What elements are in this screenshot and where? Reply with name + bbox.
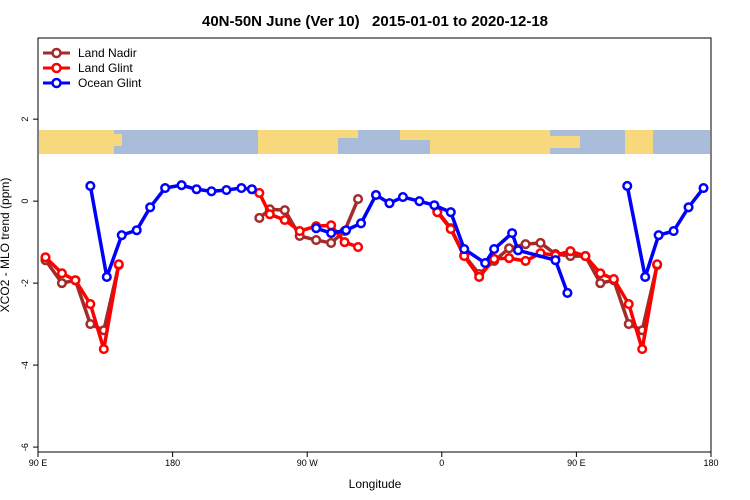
y-tick-label: 2: [20, 117, 30, 122]
data-point: [311, 235, 322, 246]
data-point: [279, 214, 290, 226]
data-point: [246, 184, 257, 195]
data-point: [206, 186, 217, 197]
x-tick-label: 180: [165, 458, 180, 468]
data-point: [85, 180, 96, 192]
data-point: [370, 189, 382, 201]
y-tick-label: 0: [20, 199, 30, 204]
x-tick-label: 90 E: [567, 458, 586, 468]
data-point: [459, 244, 470, 255]
data-point: [70, 275, 81, 286]
data-point: [504, 253, 515, 264]
legend-marker: [51, 47, 62, 59]
data-point: [236, 182, 247, 194]
data-point: [145, 202, 156, 213]
data-point: [176, 180, 187, 191]
data-point: [85, 298, 96, 310]
data-point: [480, 257, 491, 269]
data-point: [623, 298, 634, 310]
data-point: [355, 218, 367, 229]
data-point: [116, 230, 127, 241]
data-point: [40, 252, 51, 263]
data-point: [352, 194, 364, 205]
data-point: [326, 228, 337, 239]
data-point: [311, 223, 322, 234]
data-point: [623, 319, 634, 330]
data-point: [221, 185, 232, 196]
legend-label: Ocean Glint: [78, 76, 142, 90]
data-point: [507, 228, 518, 239]
data-point: [113, 259, 124, 270]
data-point: [445, 207, 456, 218]
y-axis-label: XCO2 - MLO trend (ppm): [0, 178, 12, 313]
data-point: [56, 268, 67, 279]
legend-marker: [51, 77, 62, 89]
data-point: [562, 287, 573, 299]
chart-title: 40N-50N June (Ver 10) 2015-01-01 to 2020…: [202, 13, 548, 30]
data-point: [520, 239, 531, 250]
x-tick-label: 90 W: [297, 458, 319, 468]
data-point: [98, 344, 109, 355]
data-point: [640, 271, 651, 283]
series-line: [44, 198, 659, 333]
data-point: [294, 226, 305, 237]
data-point: [191, 184, 202, 195]
legend-marker: [51, 62, 62, 74]
data-point: [653, 230, 664, 241]
data-point: [683, 202, 694, 213]
x-axis-label: Longitude: [349, 477, 402, 491]
data-point: [668, 226, 679, 237]
data-point: [56, 278, 67, 289]
data-point: [397, 191, 408, 203]
data-point: [595, 278, 606, 289]
data-point: [326, 220, 337, 231]
y-tick-label: -2: [20, 279, 30, 287]
data-point: [101, 271, 112, 283]
data-point: [535, 237, 546, 249]
data-point: [254, 212, 265, 223]
data-point: [414, 196, 425, 207]
data-point: [339, 237, 350, 248]
data-point: [698, 182, 709, 194]
plot-frame: [37, 37, 712, 453]
data-point: [341, 225, 352, 236]
data-point: [652, 259, 663, 270]
data-point: [131, 225, 142, 236]
data-point: [608, 273, 619, 285]
data-point: [474, 271, 485, 283]
data-point: [595, 268, 606, 279]
data-point: [85, 319, 96, 330]
map-strip: [39, 130, 710, 154]
y-tick-label: -4: [20, 361, 30, 369]
data-point: [352, 241, 364, 253]
data-point: [254, 187, 265, 198]
data-point: [637, 344, 648, 355]
data-point: [504, 243, 515, 254]
legend-label: Land Glint: [78, 61, 133, 75]
data-point: [384, 198, 395, 209]
x-tick-label: 0: [439, 458, 444, 468]
data-point: [279, 205, 290, 216]
data-point: [445, 223, 456, 235]
data-point: [326, 237, 337, 249]
data-point: [513, 245, 524, 256]
data-point: [264, 209, 275, 220]
data-point: [622, 180, 633, 192]
y-tick-label: -6: [20, 443, 30, 451]
data-point: [520, 255, 531, 267]
data-point: [489, 244, 500, 255]
data-point: [550, 255, 561, 266]
x-tick-label: 180: [703, 458, 718, 468]
data-point: [565, 246, 576, 257]
x-tick-label: 90 E: [29, 458, 48, 468]
data-point: [160, 182, 171, 194]
legend-label: Land Nadir: [78, 46, 137, 60]
data-point: [429, 200, 440, 211]
data-point: [580, 251, 591, 262]
data-point: [489, 253, 500, 264]
